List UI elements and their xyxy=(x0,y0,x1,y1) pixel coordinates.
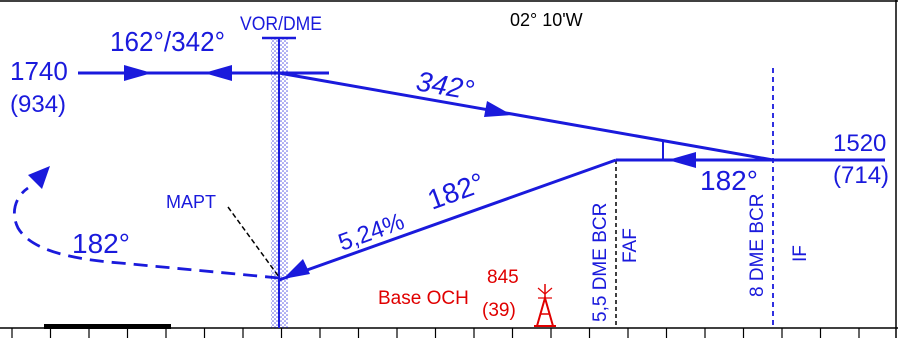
inbound-arrow-left xyxy=(204,65,232,81)
outbound-arrow xyxy=(484,101,512,117)
vor-dme-label: VOR/DME xyxy=(240,14,322,35)
mapt-label: MAPT xyxy=(166,192,216,212)
scale-bar xyxy=(44,324,171,329)
descent-gradient-label: 5,24% xyxy=(335,208,408,257)
magnetic-variation-label: 02° 10'W xyxy=(510,10,583,30)
faf-label: FAF xyxy=(620,228,641,263)
obstacle-tower-icon xyxy=(534,284,556,327)
if-label: IF xyxy=(790,245,811,262)
faf-dme-label: 5,5 DME BCR xyxy=(590,203,611,322)
inbound-arrow-right xyxy=(124,65,152,81)
inbound-track-label: 162°/342° xyxy=(110,26,225,57)
left-fix-altitude: 1740 xyxy=(10,56,68,86)
mapt-leader-line xyxy=(227,206,280,278)
missed-approach-path xyxy=(13,186,280,280)
distance-scale xyxy=(0,324,898,338)
right-fix-altitude: 1520 xyxy=(833,130,886,157)
route-arrows xyxy=(28,65,696,279)
outbound-track-line xyxy=(278,71,774,162)
intermediate-track-label: 182° xyxy=(700,165,758,196)
base-och-label: Base OCH xyxy=(378,288,469,309)
left-fix-height: (934) xyxy=(10,91,66,118)
right-fix-height: (714) xyxy=(833,162,889,189)
vor-dme-station xyxy=(262,36,296,328)
missed-track-label: 182° xyxy=(72,228,130,259)
text-labels: VOR/DME 02° 10'W 1740 (934) 162°/342° 34… xyxy=(10,10,889,322)
obstacle-height: (39) xyxy=(482,300,516,321)
final-arrow xyxy=(283,259,310,279)
final-approach-line xyxy=(278,158,617,282)
obstacle-elevation: 845 xyxy=(487,267,519,288)
route-lines xyxy=(13,71,885,282)
if-dme-label: 8 DME BCR xyxy=(747,194,768,297)
intermediate-arrow xyxy=(668,152,696,168)
missed-arrow xyxy=(28,166,50,189)
